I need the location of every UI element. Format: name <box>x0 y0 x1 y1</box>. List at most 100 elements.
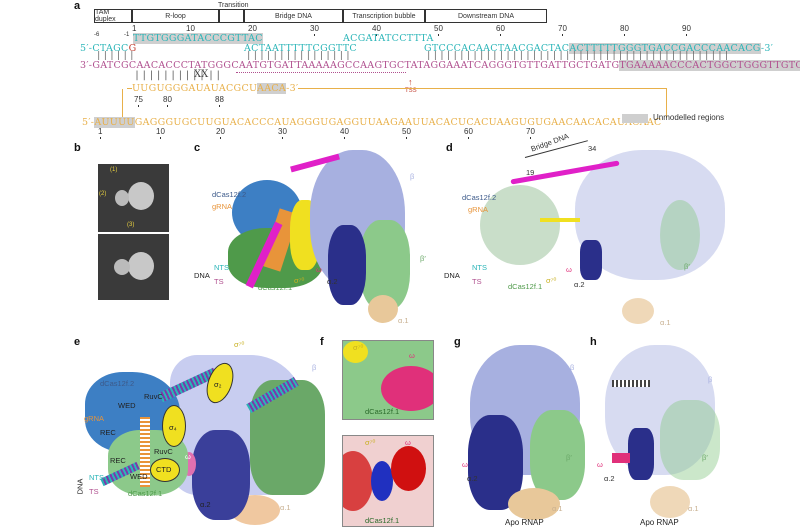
ts-strand: 3′-GATCGCAACACCCTATGGGCAATGTGATTAAAAAGCC… <box>80 60 800 71</box>
region-bridge-dna: Bridge DNA <box>244 9 343 23</box>
label-dcas12f2: dCas12f.2 <box>462 193 497 202</box>
tick: 10 <box>156 127 165 139</box>
tick: 40 <box>340 127 349 139</box>
base-pair-bars: |||||| <box>96 51 136 61</box>
label-beta: β <box>570 363 575 372</box>
region-downstream-dna: Downstream DNA <box>425 9 547 23</box>
label-dcas12f1: dCas12f.1 <box>365 516 400 525</box>
label-wed-bottom: WED <box>130 472 148 481</box>
label-alpha1: α.1 <box>280 503 291 512</box>
label-beta-prime: β′ <box>420 254 426 263</box>
transition-label: Transition <box>218 2 249 9</box>
label-beta: β <box>708 375 713 384</box>
tick: 80 <box>620 24 629 36</box>
region-gap <box>219 9 244 23</box>
grna-pair-bars: |||||||||| <box>134 70 207 81</box>
label-beta-prime: β′ <box>684 262 690 271</box>
tss-arrow-icon: ↑ <box>408 77 413 87</box>
bubble-ts-bases <box>236 72 406 80</box>
label-ts: TS <box>472 277 482 286</box>
label-dcas12f1: dCas12f.1 <box>365 407 400 416</box>
label-sigma70: σ⁷⁰ <box>234 340 245 349</box>
legend-swatch <box>622 114 648 123</box>
label-dna: DNA <box>444 271 460 280</box>
label-sigma: σ⁷⁰ <box>365 438 376 447</box>
em-class-average-2 <box>98 234 169 300</box>
alpha1-density <box>508 488 560 520</box>
tick: 88 <box>215 95 224 107</box>
label-alpha2: α.2 <box>200 500 211 509</box>
label-dna: DNA <box>75 478 85 495</box>
tick: 75 <box>134 95 143 107</box>
label-rec-top: REC <box>100 428 116 437</box>
label-alpha2: α.2 <box>574 280 585 289</box>
label-ts: TS <box>89 487 99 496</box>
tick: 70 <box>526 127 535 139</box>
label-alpha2: α.2 <box>467 474 478 483</box>
beta-prime-density <box>530 410 585 500</box>
tick: 60 <box>464 127 473 139</box>
label-omega: ω <box>597 460 603 469</box>
label-alpha1: α.1 <box>552 504 563 513</box>
marker-1: (1) <box>110 167 118 173</box>
grna-hairpin-strand: UUGUGGGAUAUACGCUAACA-3′ <box>132 83 299 94</box>
grna-strand: 5′-AUUUUGAGGGUGCUUGUACACCCAUAGGGUGAGGUUA… <box>82 117 662 128</box>
tick: 80 <box>163 95 172 107</box>
tick: 30 <box>310 24 319 36</box>
bridge-start: 19 <box>526 168 535 177</box>
panel-label-g: g <box>454 336 461 348</box>
panel-label-c: c <box>194 142 201 154</box>
label-beta: β <box>312 363 317 372</box>
beta-prime-cartoon <box>660 400 720 480</box>
label-dcas12f1: dCas12f.1 <box>508 282 543 291</box>
label-beta-prime: β′ <box>566 453 572 462</box>
label-grna: gRNA <box>468 205 489 214</box>
panel-label-d: d <box>446 142 453 154</box>
bridge-end: 34 <box>588 144 597 153</box>
label-alpha1: α.1 <box>688 504 699 513</box>
base-pair-bars: ||||||||||||||||||||||||||||||||||||||||… <box>426 51 731 61</box>
label-ruvc-top: RuvC <box>144 392 163 401</box>
label-sigma2: σ₂ <box>214 380 222 389</box>
alpha2-cartoon <box>580 240 602 280</box>
alpha1-cartoon <box>622 298 654 324</box>
label-omega: ω <box>566 265 572 274</box>
interface-surface-top: σ⁷⁰ ω dCas12f.1 <box>342 340 434 420</box>
marker-3: (3) <box>127 222 135 228</box>
label-nts: NTS <box>472 263 487 272</box>
electrostatic-surface-bottom: σ⁷⁰ ω dCas12f.1 <box>342 435 434 527</box>
tick: 20 <box>248 24 257 36</box>
panel-label-h: h <box>590 336 597 348</box>
grna-connector-gap <box>122 88 127 89</box>
tick: 10 <box>186 24 195 36</box>
caption-apo-rnap: Apo RNAP <box>505 518 544 527</box>
label-wed-top: WED <box>118 401 136 410</box>
label-alpha1: α.1 <box>398 316 409 325</box>
tick: 60 <box>496 24 505 36</box>
nts-rloop-strand: TTGTGGGATACCCGTTAC <box>133 33 263 44</box>
ctd-domain <box>150 458 180 482</box>
label-dcas12f1: dCas12f.1 <box>128 489 163 498</box>
label-sigma: σ⁷⁰ <box>353 343 364 352</box>
tick-minus6: -6 <box>94 32 100 38</box>
grna-connector-line <box>122 88 667 118</box>
label-dcas12f1: dCas12f.1 <box>258 283 293 292</box>
panel-label-b: b <box>74 142 81 154</box>
label-nts: NTS <box>214 263 229 272</box>
label-ts: TS <box>214 277 224 286</box>
tick: 50 <box>434 24 443 36</box>
label-dcas12f2: dCas12f.2 <box>100 379 135 388</box>
alpha2-cartoon <box>628 428 654 480</box>
label-grna: gRNA <box>212 202 233 211</box>
mismatch-marker: XX <box>194 69 209 80</box>
sigma4-domain <box>162 405 186 447</box>
tick: 50 <box>402 127 411 139</box>
beta-prime-cartoon <box>660 200 700 270</box>
label-nts: NTS <box>89 473 104 482</box>
dcas-cartoon <box>480 185 560 265</box>
label-sigma: σ⁷⁰ <box>546 276 557 285</box>
region-tam-duplex: TAM duplex <box>94 9 132 23</box>
label-omega: ω <box>185 452 191 461</box>
tick-minus1: -1 <box>124 32 130 38</box>
label-omega: ω <box>462 460 468 469</box>
